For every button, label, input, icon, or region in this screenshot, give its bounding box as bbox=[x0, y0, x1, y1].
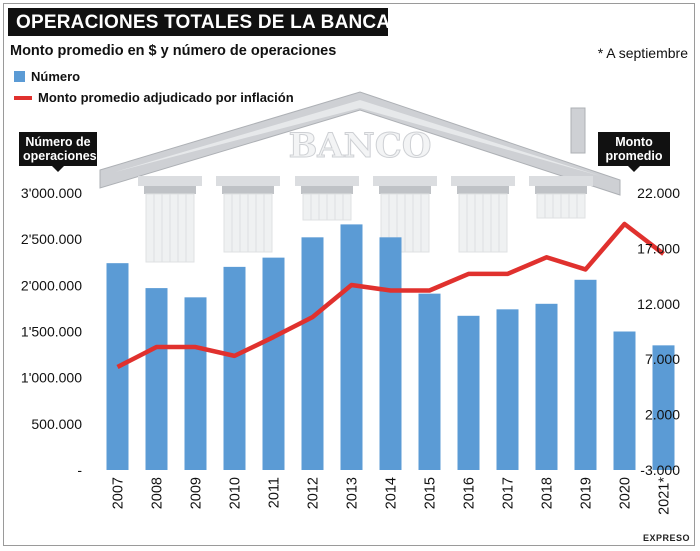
legend-label-monto: Monto promedio adjudicado por inflación bbox=[38, 90, 294, 105]
bar-2017 bbox=[496, 309, 519, 470]
chimney bbox=[570, 107, 586, 154]
bar-2021* bbox=[652, 345, 675, 470]
left-axis-ticks: - 500.000 1'000.000 1'500.000 2'000.000 2'500… bbox=[21, 185, 82, 478]
right-tick-label: 22.000 bbox=[637, 185, 680, 201]
bar-2011 bbox=[262, 257, 285, 470]
left-tick-label: 1'000.000 bbox=[21, 370, 82, 386]
x-tick-label-2019: 2019 bbox=[579, 477, 595, 509]
bar-2010 bbox=[223, 266, 246, 470]
bar-series bbox=[106, 224, 675, 470]
left-tick-label: - bbox=[77, 462, 82, 478]
right-tick-label: 12.000 bbox=[637, 296, 680, 312]
x-tick-label-2015: 2015 bbox=[423, 477, 439, 509]
x-tick-label-2017: 2017 bbox=[501, 477, 517, 509]
bank-building-illustration: BANCO bbox=[99, 91, 621, 263]
x-tick-label-2009: 2009 bbox=[189, 477, 205, 509]
right-tick-label: 17.000 bbox=[637, 240, 680, 256]
right-tick-label: 2.000 bbox=[645, 407, 680, 423]
bar-2008 bbox=[145, 288, 168, 470]
x-tick-label-2018: 2018 bbox=[540, 477, 556, 509]
x-tick-label-2011: 2011 bbox=[267, 477, 283, 508]
column-capital bbox=[138, 176, 202, 186]
footnote-note: * A septiembre bbox=[597, 45, 688, 61]
x-tick-label-2013: 2013 bbox=[345, 477, 361, 509]
legend-label-numero: Número bbox=[31, 69, 81, 84]
right-axis-label-text: Monto promedio bbox=[605, 135, 663, 163]
bar-2012 bbox=[301, 237, 324, 470]
column-band bbox=[301, 186, 353, 194]
x-tick-label-2020: 2020 bbox=[618, 477, 634, 509]
x-tick-label-2021*: 2021* bbox=[657, 477, 673, 515]
column-band bbox=[457, 186, 509, 194]
left-tick-label: 2'000.000 bbox=[21, 277, 82, 293]
right-axis-label: Monto promedio bbox=[598, 132, 670, 172]
column-band bbox=[222, 186, 274, 194]
legend-swatch-bar bbox=[14, 71, 25, 82]
column-capital bbox=[529, 176, 593, 186]
bar-2009 bbox=[184, 297, 207, 470]
column-capital bbox=[451, 176, 515, 186]
building-columns bbox=[138, 176, 593, 263]
title-bar: OPERACIONES TOTALES DE LA BANCA PRIVADA bbox=[8, 8, 480, 36]
left-tick-label: 500.000 bbox=[31, 416, 82, 432]
bar-2020 bbox=[613, 331, 636, 470]
bank-sign-text: BANCO bbox=[289, 126, 432, 166]
bar-2016 bbox=[457, 315, 480, 470]
bar-2019 bbox=[574, 279, 597, 470]
bar-2015 bbox=[418, 293, 441, 470]
left-tick-label: 3'000.000 bbox=[21, 185, 82, 201]
chart-subtitle: Monto promedio en $ y número de operacio… bbox=[10, 43, 337, 59]
legend-item-numero: Número bbox=[14, 69, 80, 84]
column-capital bbox=[216, 176, 280, 186]
bar-2013 bbox=[340, 224, 363, 470]
x-axis-ticks: 2007 2008 2009 2010 2011 2012 2013 2014 2015 2016… bbox=[111, 477, 673, 515]
right-axis-ticks: -3.000 2.000 7.000 12.000 17.000 22.000 bbox=[637, 185, 680, 478]
x-tick-label-2016: 2016 bbox=[462, 477, 478, 509]
column-capital bbox=[373, 176, 437, 186]
roof bbox=[99, 91, 621, 196]
source-credit: EXPRESO bbox=[642, 533, 690, 543]
x-tick-label-2012: 2012 bbox=[306, 477, 322, 509]
line-series bbox=[116, 221, 665, 369]
legend-item-monto: Monto promedio adjudicado por inflación bbox=[14, 90, 294, 105]
column-band bbox=[379, 186, 431, 194]
chart-title: OPERACIONES TOTALES DE LA BANCA PRIVADA bbox=[16, 12, 481, 33]
chart-frame bbox=[3, 3, 695, 546]
column-band bbox=[535, 186, 587, 194]
x-tick-label-2008: 2008 bbox=[150, 477, 166, 509]
column-band bbox=[144, 186, 196, 194]
x-tick-label-2014: 2014 bbox=[384, 477, 400, 509]
left-tick-label: 1'500.000 bbox=[21, 324, 82, 340]
bar-2014 bbox=[379, 237, 402, 470]
bar-2018 bbox=[535, 303, 558, 470]
legend-swatch-line bbox=[14, 95, 32, 100]
x-tick-label-2010: 2010 bbox=[228, 477, 244, 509]
left-axis-label: Número de operaciones bbox=[19, 132, 97, 172]
left-axis-label-text: Número de operaciones bbox=[23, 135, 97, 163]
left-tick-label: 2'500.000 bbox=[21, 231, 82, 247]
column-capital bbox=[295, 176, 359, 186]
right-tick-label: 7.000 bbox=[645, 351, 680, 367]
x-tick-label-2007: 2007 bbox=[111, 477, 127, 509]
right-tick-label: -3.000 bbox=[640, 462, 680, 478]
